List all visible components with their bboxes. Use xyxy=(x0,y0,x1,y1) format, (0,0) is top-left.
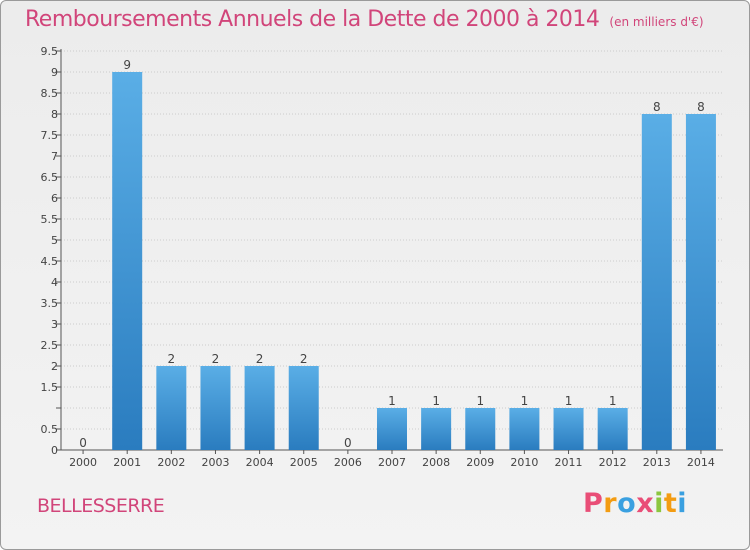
data-label: 8 xyxy=(653,100,661,114)
y-tick-label: 5 xyxy=(51,234,58,247)
y-tick-label: 7 xyxy=(51,150,58,163)
bar xyxy=(509,408,540,450)
y-tick-label: 1.5 xyxy=(41,381,59,394)
data-label: 8 xyxy=(697,100,705,114)
data-label: 1 xyxy=(609,394,617,408)
data-label: 1 xyxy=(476,394,484,408)
y-tick-label: 0.5 xyxy=(41,423,59,436)
data-label: 1 xyxy=(521,394,529,408)
x-tick-label: 2010 xyxy=(510,456,538,469)
data-label: 2 xyxy=(300,352,308,366)
data-label: 0 xyxy=(79,436,87,450)
bar xyxy=(200,366,231,450)
bar xyxy=(465,408,496,450)
x-tick-label: 2012 xyxy=(599,456,627,469)
y-tick-label: 9 xyxy=(51,66,58,79)
data-label: 9 xyxy=(123,58,131,72)
data-label: 0 xyxy=(344,436,352,450)
bar xyxy=(288,366,319,450)
bar xyxy=(156,366,187,450)
y-tick-label: 9.5 xyxy=(41,45,59,58)
x-tick-label: 2002 xyxy=(157,456,185,469)
data-label: 2 xyxy=(256,352,264,366)
y-tick-label: 5.5 xyxy=(41,213,59,226)
y-tick-label: 4 xyxy=(51,276,58,289)
y-tick-label: 2 xyxy=(51,360,58,373)
x-tick-label: 2007 xyxy=(378,456,406,469)
x-tick-label: 2005 xyxy=(290,456,318,469)
x-tick-label: 2000 xyxy=(69,456,97,469)
x-tick-label: 2001 xyxy=(113,456,141,469)
x-tick-label: 2014 xyxy=(687,456,715,469)
y-tick-label: 6 xyxy=(51,192,58,205)
y-tick-label: 8 xyxy=(51,108,58,121)
data-label: 2 xyxy=(168,352,176,366)
y-tick-label: 7.5 xyxy=(41,129,59,142)
y-tick-label: 6.5 xyxy=(41,171,59,184)
chart-unit: (en milliers d'€) xyxy=(609,15,704,29)
bar xyxy=(377,408,407,450)
y-tick-label: 0 xyxy=(51,444,58,457)
data-label: 1 xyxy=(388,394,396,408)
bar xyxy=(597,408,628,450)
labels: 0 0.5 1.5 2 2.5 3 3.5 4 4.5 5 5.5 6 6.5 7 7.5 8 8.5 9 9.5 0… xyxy=(41,45,715,469)
data-label: 2 xyxy=(212,352,220,366)
logo-letter: i xyxy=(677,488,688,519)
y-tick-label: 3 xyxy=(51,318,58,331)
logo-letter: x xyxy=(636,488,655,519)
bar xyxy=(685,114,716,450)
data-label: 1 xyxy=(432,394,440,408)
x-tick-label: 2009 xyxy=(466,456,494,469)
logo-letter: r xyxy=(603,488,618,519)
x-tick-label: 2004 xyxy=(246,456,274,469)
data-label: 1 xyxy=(565,394,573,408)
proxiti-logo: Proxiti xyxy=(583,488,687,519)
x-tick-label: 2008 xyxy=(422,456,450,469)
x-tick-label: 2003 xyxy=(201,456,229,469)
bar xyxy=(112,72,143,450)
bar xyxy=(244,366,275,450)
bar xyxy=(553,408,584,450)
chart-title: Remboursements Annuels de la Dette de 20… xyxy=(25,7,704,32)
x-tick-label: 2006 xyxy=(334,456,362,469)
logo-letter: t xyxy=(663,488,678,519)
logo-letter: P xyxy=(583,488,604,519)
bars xyxy=(112,72,716,450)
y-tick-label: 2.5 xyxy=(41,339,59,352)
bar xyxy=(641,114,672,450)
y-tick-label: 3.5 xyxy=(41,297,59,310)
y-tick-label: 4.5 xyxy=(41,255,59,268)
logo-letter: i xyxy=(654,488,664,519)
chart-title-text: Remboursements Annuels de la Dette de 20… xyxy=(25,7,600,32)
x-tick-label: 2013 xyxy=(643,456,671,469)
x-tick-label: 2011 xyxy=(555,456,583,469)
y-tick-label: 8.5 xyxy=(41,87,59,100)
logo-letter: o xyxy=(617,488,637,519)
bar xyxy=(421,408,452,450)
town-name: BELLESSERRE xyxy=(37,495,165,517)
